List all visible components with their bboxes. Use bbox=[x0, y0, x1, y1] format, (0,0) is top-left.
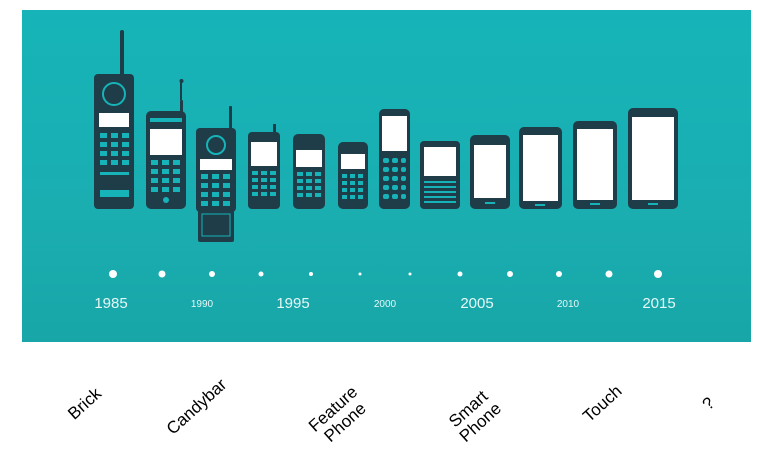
slider-phone-icon bbox=[379, 109, 410, 209]
year-label: 1995 bbox=[276, 295, 310, 312]
year-label: 1985 bbox=[94, 295, 128, 312]
timeline-dot bbox=[507, 271, 513, 277]
timeline-dot bbox=[457, 271, 463, 277]
timeline-dot bbox=[209, 271, 215, 277]
timeline-dot bbox=[158, 270, 166, 278]
timeline-dot bbox=[408, 272, 412, 276]
timeline-dot bbox=[258, 271, 264, 277]
touch-phone-icon bbox=[519, 127, 562, 209]
timeline-dot bbox=[309, 272, 313, 276]
early-touch-phone-icon bbox=[470, 135, 510, 209]
year-label: 1990 bbox=[190, 299, 214, 310]
qwerty-smartphone-icon bbox=[420, 141, 460, 209]
year-label: 2015 bbox=[642, 295, 676, 312]
early-candybar-phone-icon bbox=[146, 79, 186, 209]
small-phone-icon bbox=[338, 142, 368, 209]
large-touch-phone-icon bbox=[573, 121, 617, 209]
year-label: 2005 bbox=[460, 295, 494, 312]
timeline-panel: 1985 1990 1995 2000 2005 2010 2015 bbox=[22, 10, 751, 342]
era-label: Candybar bbox=[162, 374, 231, 439]
timeline-dot bbox=[605, 270, 613, 278]
era-label: Brick bbox=[64, 383, 106, 424]
year-label: 2000 bbox=[373, 299, 397, 310]
timeline-dot bbox=[556, 271, 562, 277]
timeline-dot bbox=[109, 270, 117, 278]
era-label: Touch bbox=[579, 381, 626, 426]
phablet-phone-icon bbox=[628, 108, 678, 209]
year-label: 2010 bbox=[556, 299, 580, 310]
era-label: ? bbox=[698, 393, 719, 414]
timeline-dot bbox=[358, 272, 362, 276]
flip-phone-icon bbox=[196, 106, 236, 242]
timeline-dot bbox=[654, 270, 662, 278]
era-label: Feature Phone bbox=[304, 382, 370, 446]
era-label: Smart Phone bbox=[445, 386, 505, 446]
compact-phone-icon bbox=[293, 134, 325, 209]
brick-phone-icon bbox=[94, 30, 134, 209]
candybar-phone-icon bbox=[248, 124, 280, 209]
phones-illustration bbox=[94, 30, 678, 242]
